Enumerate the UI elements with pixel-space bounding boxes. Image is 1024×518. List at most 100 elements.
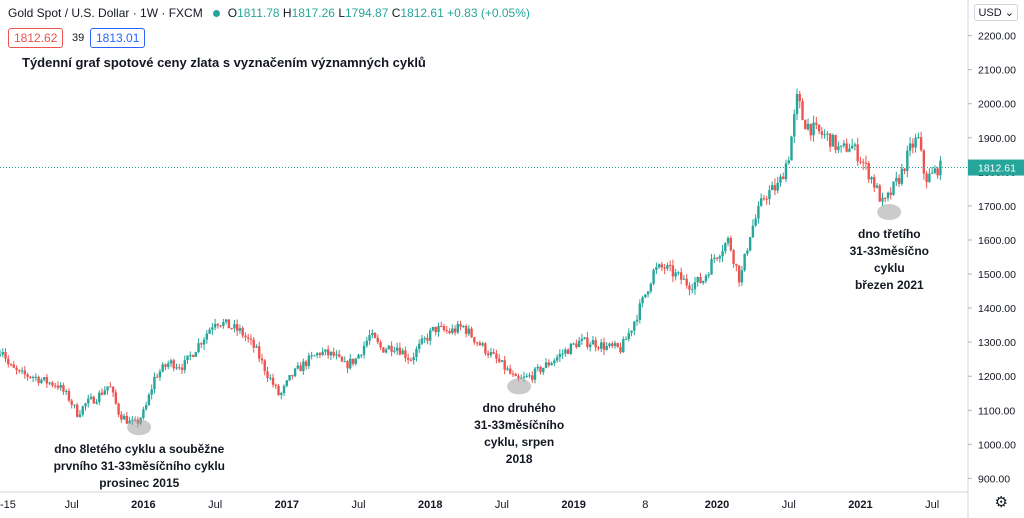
candle-body [351, 358, 355, 364]
candle-body [440, 326, 443, 328]
candle-body [906, 150, 909, 171]
candle-body [875, 185, 879, 188]
candle-body [62, 385, 65, 392]
candle-body [597, 347, 600, 349]
candle-body [120, 414, 123, 420]
candle-body [304, 361, 308, 366]
candle-body [547, 362, 551, 366]
candle-body [580, 338, 584, 341]
symbol-title[interactable]: Gold Spot / U.S. Dollar · 1W · FXCM [8, 6, 203, 20]
candle-body [848, 148, 851, 152]
candle-body [495, 353, 498, 359]
candle-body [506, 368, 509, 370]
candle-body [903, 168, 906, 171]
candle-body [503, 360, 506, 370]
candle-body [431, 326, 435, 331]
candle-body [89, 396, 93, 399]
candle-body [291, 375, 294, 377]
candle-body [45, 377, 49, 384]
candle-body [856, 144, 859, 162]
candle-body [158, 371, 162, 378]
candle-body [393, 350, 396, 352]
candle-body [191, 355, 195, 357]
candle-body [699, 277, 702, 284]
candle-body [406, 357, 410, 360]
candle-body [517, 376, 520, 379]
candle-body [657, 264, 661, 268]
candle-body [100, 392, 104, 395]
candle-body [878, 185, 881, 202]
candle-body [189, 355, 192, 357]
candle-body [56, 385, 60, 388]
candle-body [299, 365, 302, 372]
candle-body [895, 177, 898, 182]
candle-body [288, 375, 291, 381]
time-tick-label: Jul [495, 499, 509, 511]
candle-body [773, 185, 777, 191]
time-tick-label: 8 [642, 499, 648, 511]
candle-body [616, 343, 619, 347]
candle-body [737, 265, 741, 283]
candle-body [462, 326, 465, 328]
candle-body [395, 347, 399, 351]
buy-price-button[interactable]: 1813.01 [90, 28, 146, 48]
candle-body [624, 339, 628, 341]
candle-body [20, 370, 24, 372]
candle-body [219, 325, 222, 327]
candle-body [823, 134, 826, 136]
candle-body [748, 237, 752, 251]
candle-body [528, 375, 531, 377]
cycle-bottom-marker [507, 378, 532, 395]
candle-body [313, 355, 316, 357]
candle-body [315, 353, 319, 356]
candle-body [812, 122, 815, 136]
candle-body [660, 264, 664, 268]
candle-body [679, 272, 683, 280]
candle-body [641, 297, 644, 304]
time-tick-label: 2018 [418, 499, 442, 511]
currency-select[interactable]: USD ⌄ [974, 4, 1018, 21]
candle-body [87, 398, 90, 404]
candle-body [420, 338, 424, 344]
candle-body [486, 353, 490, 356]
candle-body [575, 343, 578, 348]
candle-body [630, 330, 633, 333]
candle-body [451, 328, 454, 333]
candle-body [815, 122, 818, 125]
candle-body [387, 345, 391, 350]
candle-body [197, 343, 200, 353]
candle-body [622, 339, 625, 353]
candle-body [384, 349, 388, 353]
candle-body [489, 352, 493, 356]
candle-body [569, 343, 573, 354]
candle-body [864, 162, 868, 164]
candle-body [147, 394, 151, 406]
candle-body [735, 263, 738, 266]
candle-body [362, 345, 366, 355]
candle-body [235, 324, 239, 331]
gear-icon[interactable]: ⚙ [994, 494, 1008, 511]
candle-body [619, 346, 622, 353]
candle-body [409, 359, 413, 361]
price-tick-label: 1600.00 [978, 235, 1016, 247]
sell-price-button[interactable]: 1812.62 [8, 28, 64, 48]
candle-body [153, 376, 156, 390]
candle-body [426, 338, 429, 341]
candle-body [338, 354, 341, 357]
candle-body [296, 365, 300, 369]
candle-body [459, 323, 462, 327]
candle-body [884, 197, 887, 199]
time-tick-label: 2020 [705, 499, 729, 511]
candle-body [373, 332, 377, 339]
candle-body [828, 133, 832, 147]
price-tick-label: 900.00 [978, 473, 1010, 485]
candle-body [564, 349, 567, 354]
candle-body [310, 355, 313, 357]
candle-body [914, 137, 917, 148]
candle-body [539, 366, 542, 373]
candle-body [84, 403, 87, 407]
candle-body [437, 326, 440, 333]
candle-body [919, 137, 923, 151]
candle-body [801, 101, 804, 121]
